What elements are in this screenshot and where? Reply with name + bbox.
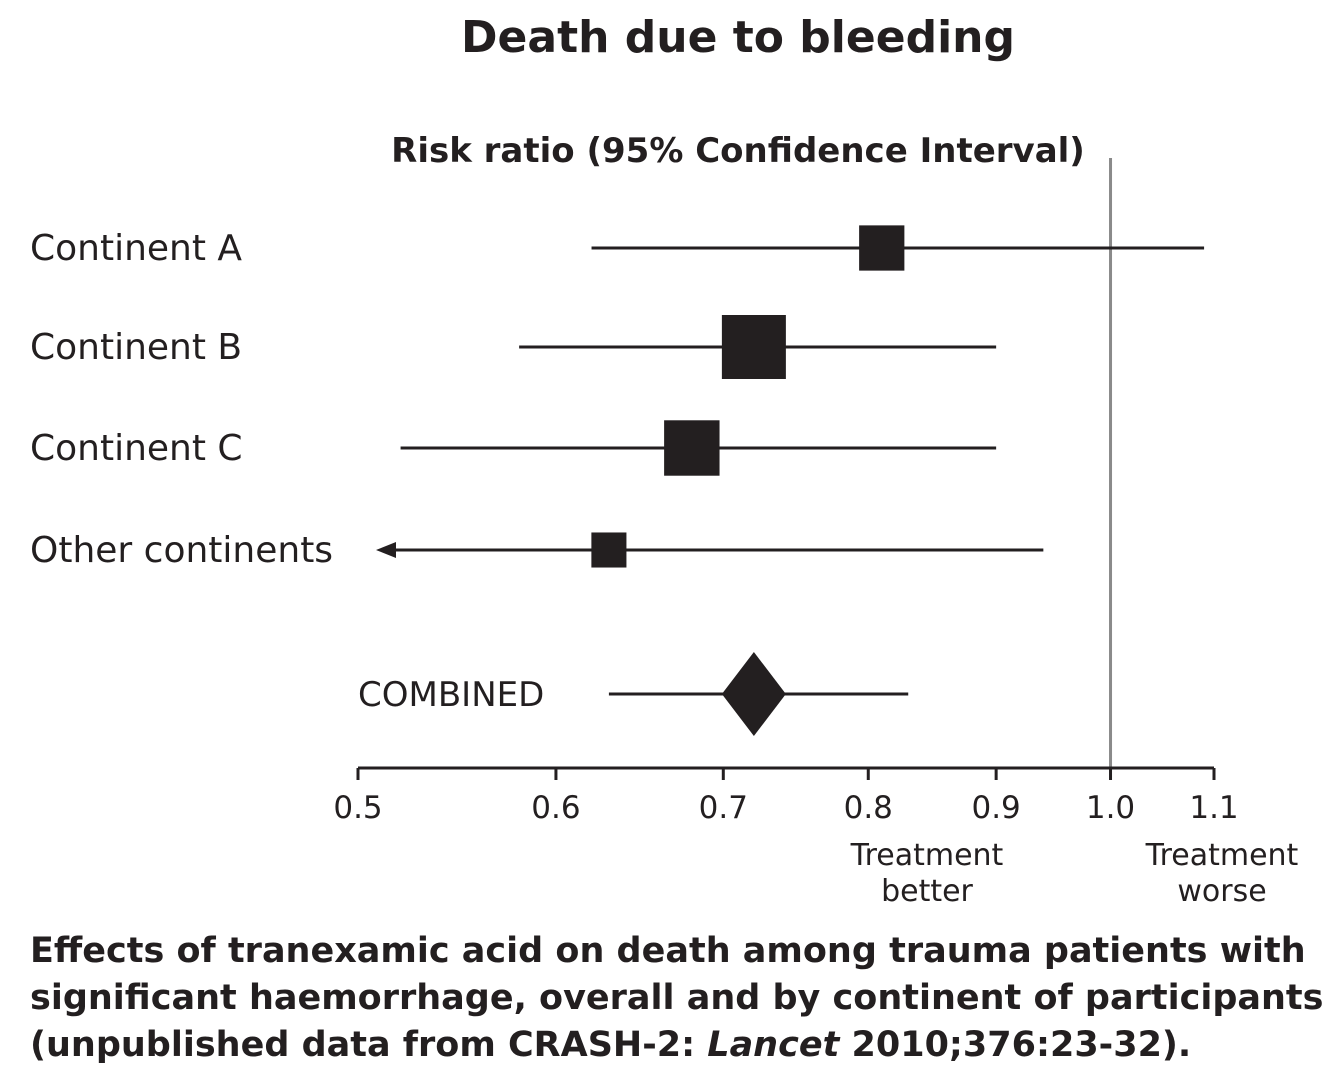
x-tick-label: 0.8 (844, 790, 893, 826)
row-label: Continent C (30, 428, 243, 469)
combined-estimate-diamond (721, 652, 786, 736)
treatment-worse-label: worse (1177, 874, 1266, 909)
point-estimate-square (664, 420, 720, 476)
caption-line-3-end: 2010;376:23-32). (839, 1025, 1192, 1065)
truncation-arrow (376, 542, 396, 558)
x-tick-label: 1.1 (1189, 790, 1238, 826)
x-tick-label: 0.6 (531, 790, 580, 826)
caption-line-2: significant haemorrhage, overall and by … (30, 978, 1324, 1018)
treatment-better-label: better (881, 874, 973, 909)
point-estimate-square (721, 315, 786, 379)
row-label: Other continents (30, 530, 333, 571)
caption-line-3: (unpublished data from CRASH-2: Lancet 2… (30, 1025, 1191, 1065)
row-label: Continent A (30, 228, 242, 269)
x-tick-label: 1.0 (1086, 790, 1135, 826)
caption-journal-name: Lancet (707, 1025, 840, 1065)
point-estimate-square (859, 225, 905, 271)
caption-line-1: Effects of tranexamic acid on death amon… (30, 931, 1306, 971)
forest-plot: Death due to bleeding Risk ratio (95% Co… (30, 12, 1299, 909)
combined-label: COMBINED (358, 675, 544, 715)
x-tick-label: 0.7 (699, 790, 748, 826)
row-label: Continent B (30, 327, 242, 368)
chart-subtitle: Risk ratio (95% Confidence Interval) (391, 131, 1085, 171)
x-tick-label: 0.5 (333, 790, 382, 826)
plot-area: 0.5 0.6 0.7 0.8 0.9 1.0 1.1TreatmentbetterTrea… (30, 158, 1299, 909)
chart-title: Death due to bleeding (461, 12, 1015, 63)
x-tick-label: 0.9 (971, 790, 1020, 826)
treatment-better-label: Treatment (850, 838, 1004, 873)
treatment-worse-label: Treatment (1145, 838, 1299, 873)
caption-line-3-start: (unpublished data from CRASH-2: (30, 1025, 708, 1065)
figure-caption: Effects of tranexamic acid on death amon… (30, 928, 1323, 1069)
point-estimate-square (591, 532, 627, 568)
